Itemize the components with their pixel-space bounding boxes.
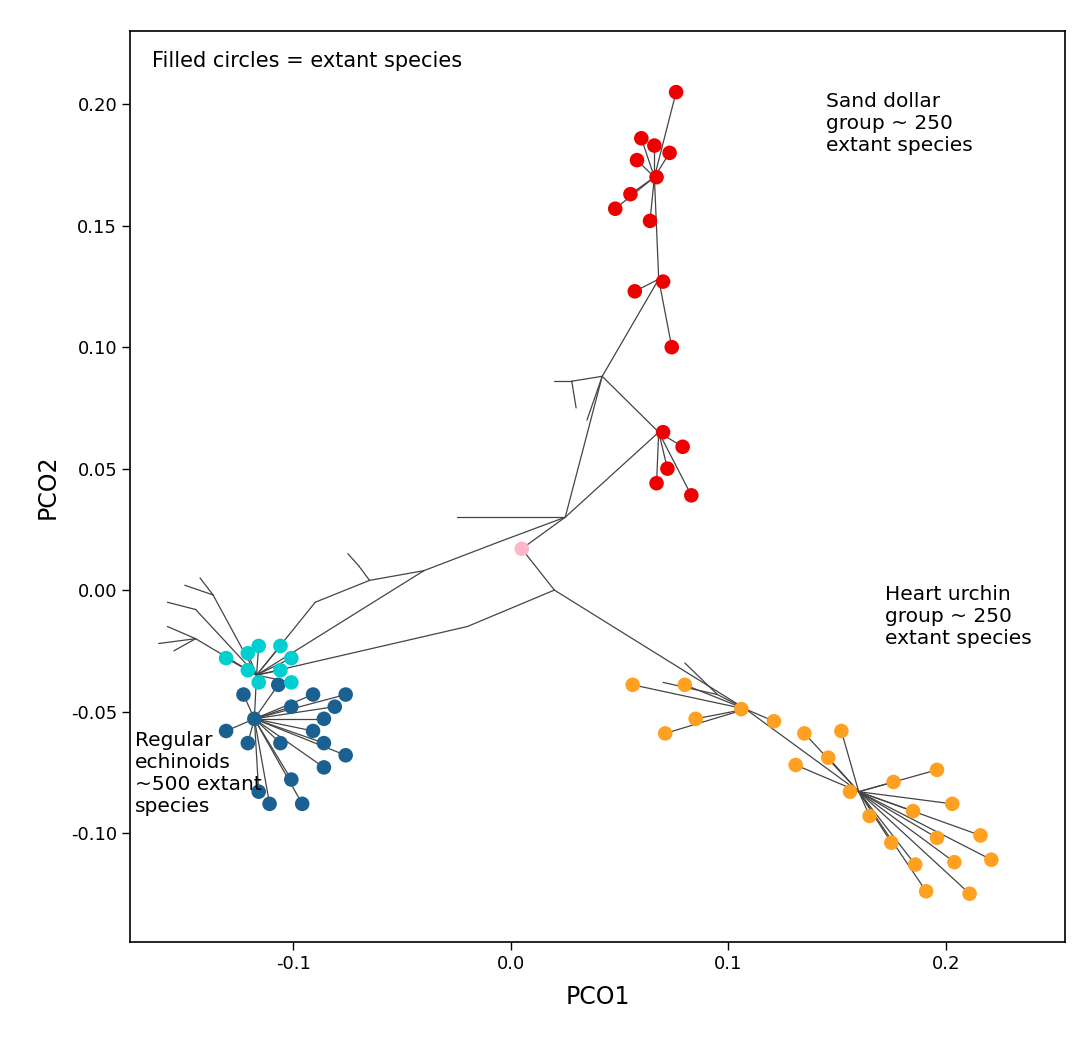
Point <box>641 213 659 229</box>
Point <box>250 783 267 800</box>
Point <box>304 686 322 703</box>
Point <box>841 783 859 800</box>
Point <box>648 475 665 492</box>
Point <box>687 711 704 728</box>
Point <box>239 645 257 662</box>
Point <box>883 834 900 851</box>
Text: Sand dollar
group ~ 250
extant species: Sand dollar group ~ 250 extant species <box>826 92 973 155</box>
Point <box>928 829 946 846</box>
Point <box>246 711 263 728</box>
Point <box>337 686 354 703</box>
Point <box>326 698 343 715</box>
Text: Filled circles = extant species: Filled circles = extant species <box>152 51 462 71</box>
Point <box>674 439 691 455</box>
Point <box>235 686 252 703</box>
Point <box>787 757 804 774</box>
Point <box>667 84 685 101</box>
Point <box>648 169 665 185</box>
Point <box>654 273 672 290</box>
Point <box>885 774 902 790</box>
Point <box>250 674 267 691</box>
Point <box>820 750 837 766</box>
Point <box>657 725 674 741</box>
Point <box>315 759 333 776</box>
Text: Heart urchin
group ~ 250
extant species: Heart urchin group ~ 250 extant species <box>885 585 1032 648</box>
Point <box>283 674 300 691</box>
Point <box>239 735 257 752</box>
Point <box>917 883 935 899</box>
Text: Regular
echinoids
~500 extant
species: Regular echinoids ~500 extant species <box>135 731 262 816</box>
Point <box>315 735 333 752</box>
Point <box>283 698 300 715</box>
Point <box>904 803 922 820</box>
Point <box>607 200 624 217</box>
Point <box>833 722 850 739</box>
Point <box>928 761 946 778</box>
Point <box>765 713 783 730</box>
Point <box>983 851 1000 868</box>
Point <box>624 676 641 693</box>
Point <box>946 853 963 870</box>
Point <box>513 540 530 557</box>
Point <box>676 676 694 693</box>
Point <box>861 807 878 824</box>
Y-axis label: PCO2: PCO2 <box>36 454 60 519</box>
Point <box>270 676 287 693</box>
Point <box>283 650 300 667</box>
Point <box>250 638 267 654</box>
Point <box>683 487 700 504</box>
Point <box>217 722 235 739</box>
X-axis label: PCO1: PCO1 <box>565 984 630 1008</box>
Point <box>337 747 354 763</box>
Point <box>272 735 289 752</box>
Point <box>944 796 961 812</box>
Point <box>626 283 644 299</box>
Point <box>239 662 257 678</box>
Point <box>733 700 750 717</box>
Point <box>272 662 289 678</box>
Point <box>315 711 333 728</box>
Point <box>796 725 813 741</box>
Point <box>907 856 924 873</box>
Point <box>622 185 639 202</box>
Point <box>663 339 680 356</box>
Point <box>261 796 278 812</box>
Point <box>659 461 676 477</box>
Point <box>272 638 289 654</box>
Point <box>961 886 978 903</box>
Point <box>654 424 672 441</box>
Point <box>304 722 322 739</box>
Point <box>633 130 650 147</box>
Point <box>628 152 646 169</box>
Point <box>646 137 663 154</box>
Point <box>217 650 235 667</box>
Point <box>293 796 311 812</box>
Point <box>283 772 300 788</box>
Point <box>661 144 678 161</box>
Point <box>972 827 989 844</box>
